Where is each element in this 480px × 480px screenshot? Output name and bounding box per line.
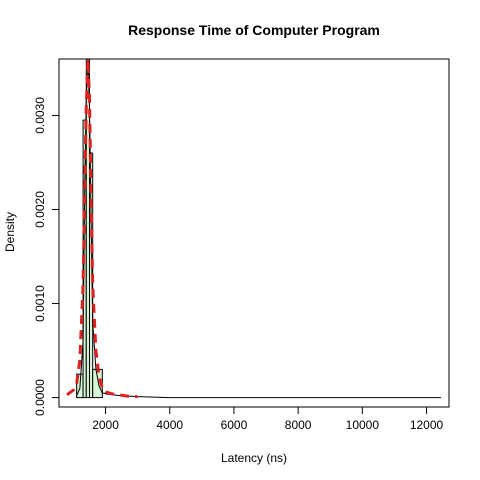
x-axis-label: Latency (ns) [221, 451, 287, 465]
y-axis: 0.0000 0.0010 0.0020 0.0030 [33, 97, 60, 416]
y-tick-label-3: 0.0030 [33, 97, 47, 134]
density-line-1 [66, 57, 138, 399]
y-tick-label-0: 0.0000 [33, 379, 47, 416]
x-tick-label-2: 6000 [221, 418, 248, 432]
x-axis: 2000 4000 6000 8000 10000 12000 [92, 406, 444, 432]
x-tick-label-0: 2000 [92, 418, 119, 432]
y-tick-label-2: 0.0020 [33, 191, 47, 228]
y-tick-label-1: 0.0010 [33, 285, 47, 322]
density-lines [66, 57, 441, 399]
x-tick-label-4: 10000 [346, 418, 380, 432]
x-tick-label-1: 4000 [156, 418, 183, 432]
x-tick-label-5: 12000 [410, 418, 444, 432]
y-axis-label: Density [3, 212, 17, 252]
x-tick-label-3: 8000 [285, 418, 312, 432]
chart-title: Response Time of Computer Program [128, 22, 380, 38]
